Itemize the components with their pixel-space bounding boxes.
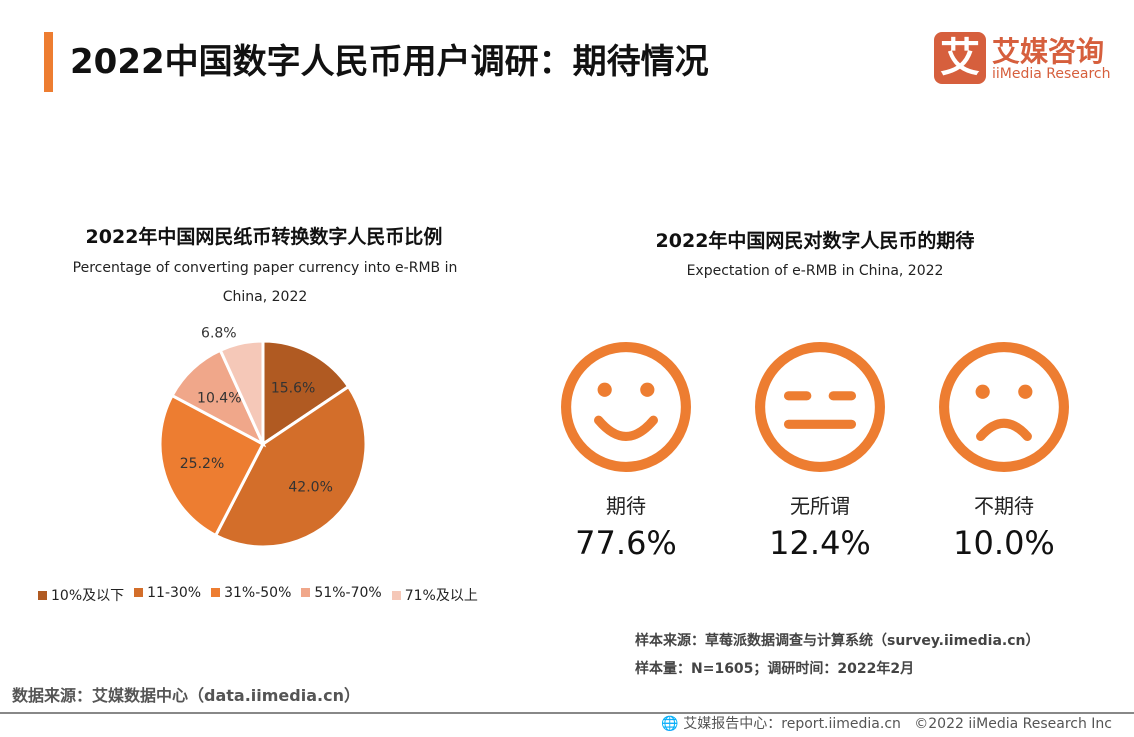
- pie-title: 2022年中国网民纸币转换数字人民币比例: [85, 226, 443, 248]
- logo: 艾 艾媒咨询 iiMedia Research: [934, 32, 1114, 84]
- legend-item: 51%-70%: [301, 585, 382, 605]
- legend-swatch: [211, 588, 221, 597]
- expectation-label: 期待: [606, 494, 646, 518]
- pie-data-label: 6.8%: [201, 326, 237, 342]
- legend-label: 11-30%: [147, 585, 202, 601]
- faces-subtitle: Expectation of e-RMB in China, 2022: [686, 263, 944, 279]
- pie-slice-2: [213, 384, 368, 549]
- logo-subtext: iiMedia Research: [992, 66, 1111, 82]
- logo-mark: 艾: [934, 32, 986, 84]
- sample-source: 样本来源：草莓派数据调查与计算系统（survey.iimedia.cn）: [635, 633, 1040, 649]
- pie-data-label: 10.4%: [197, 390, 241, 406]
- globe-icon: 🌐: [661, 716, 684, 732]
- legend-item: 31%-50%: [211, 585, 291, 605]
- smile-face-icon: [560, 341, 692, 477]
- pie-data-label: 42.0%: [288, 480, 332, 496]
- expectation-value: 12.4%: [769, 524, 871, 562]
- pie-data-label: 15.6%: [271, 381, 315, 397]
- pie-slice-1: [261, 339, 351, 447]
- legend-swatch: [391, 591, 401, 600]
- title-accent-bar: [44, 32, 53, 92]
- expectation-value: 77.6%: [575, 524, 677, 562]
- sad-face-icon: [938, 341, 1070, 477]
- legend-item: 10%及以下: [38, 585, 124, 605]
- neutral-face-icon: [754, 341, 886, 477]
- expectation-label: 无所谓: [790, 494, 850, 518]
- logo-text: 艾媒咨询: [992, 35, 1105, 68]
- footer: 🌐 艾媒报告中心：report.iimedia.cn ©2022 iiMedia…: [661, 713, 1112, 733]
- sample-size: 样本量：N=1605；调研时间：2022年2月: [635, 661, 915, 677]
- page-title: 2022中国数字人民币用户调研：期待情况: [70, 42, 709, 82]
- footer-divider: [0, 712, 1134, 714]
- faces-title: 2022年中国网民对数字人民币的期待: [655, 230, 975, 252]
- legend-swatch: [38, 591, 47, 600]
- legend-label: 71%及以上: [404, 588, 478, 604]
- pie-subtitle: Percentage of converting paper currency …: [72, 260, 458, 305]
- footer-text: 艾媒报告中心：report.iimedia.cn ©2022 iiMedia R…: [683, 716, 1112, 732]
- legend-label: 31%-50%: [224, 585, 292, 601]
- expectation-value: 10.0%: [953, 524, 1055, 562]
- pie-slice-5: [218, 339, 265, 445]
- pie-data-label: 25.2%: [180, 456, 224, 472]
- legend-swatch: [134, 588, 144, 597]
- pie-legend: 10%及以下 11-30% 31%-50% 51%-70% 71%及以上: [38, 585, 478, 605]
- legend-item: 71%及以上: [391, 585, 478, 605]
- legend-label: 10%及以下: [51, 588, 125, 604]
- legend-label: 51%-70%: [314, 585, 382, 601]
- legend-swatch: [301, 588, 311, 597]
- data-source: 数据来源：艾媒数据中心（data.iimedia.cn）: [12, 686, 360, 705]
- legend-item: 11-30%: [134, 585, 201, 605]
- pie-chart: 15.6% 42.0% 25.2% 10.4% 6.8%: [158, 326, 368, 549]
- expectation-label: 不期待: [974, 494, 1034, 518]
